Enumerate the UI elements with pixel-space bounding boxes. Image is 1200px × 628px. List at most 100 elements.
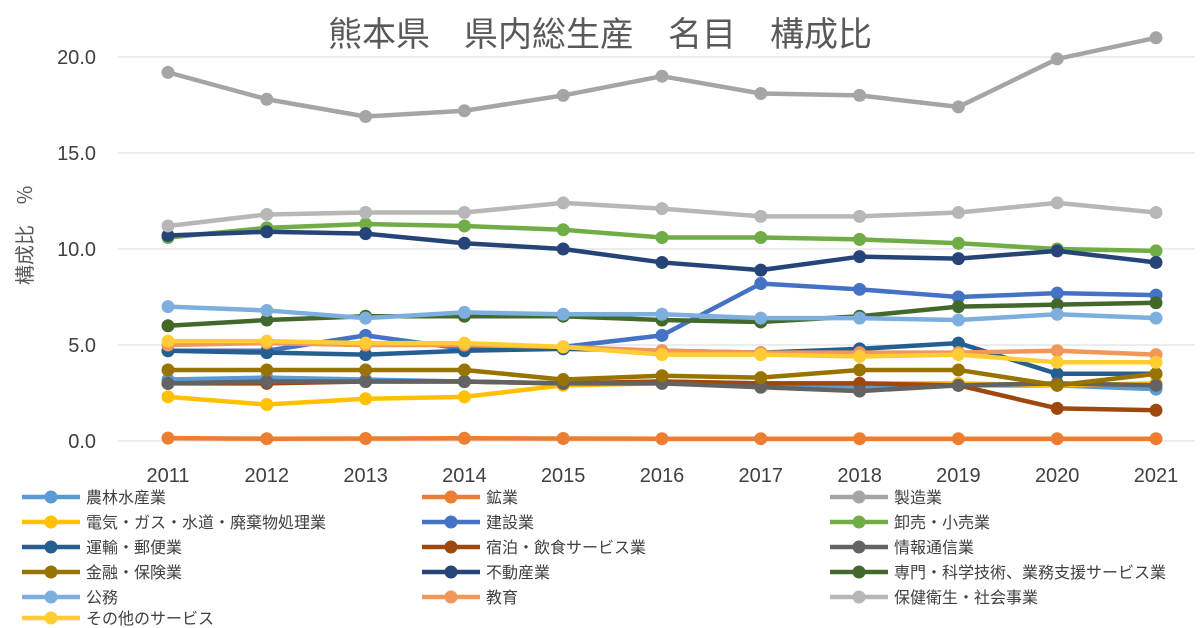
data-point — [655, 69, 669, 83]
legend-swatch-marker — [44, 490, 58, 504]
data-point — [1149, 311, 1163, 325]
legend-item: 農林水産業 — [22, 488, 166, 507]
data-point — [951, 363, 965, 377]
x-tick-label: 2018 — [837, 465, 882, 487]
data-point — [359, 374, 373, 388]
legend-item: 教育 — [422, 588, 518, 607]
x-tick-label: 2019 — [936, 465, 981, 487]
x-tick-label: 2017 — [739, 465, 784, 487]
data-point — [556, 242, 570, 256]
data-point — [951, 236, 965, 250]
data-point — [359, 206, 373, 220]
y-tick-label: 10.0 — [57, 239, 96, 261]
data-point — [161, 390, 175, 404]
data-point — [853, 88, 867, 102]
data-point — [853, 311, 867, 325]
legend-label: 教育 — [486, 588, 518, 607]
chart-title: 熊本県 県内総生産 名目 構成比 — [328, 15, 872, 55]
series-3 — [161, 31, 1163, 124]
legend-label: 卸売・小売業 — [894, 513, 990, 532]
data-point — [359, 336, 373, 350]
y-axis-label: 構成比 ％ — [13, 185, 37, 285]
legend-swatch-marker — [44, 611, 58, 625]
x-tick-label: 2012 — [245, 465, 290, 487]
data-point — [1149, 403, 1163, 417]
series-lines — [161, 31, 1163, 446]
legend-item: 卸売・小売業 — [830, 513, 990, 532]
data-point — [1050, 378, 1064, 392]
data-point — [1050, 244, 1064, 258]
data-point — [457, 431, 471, 445]
data-point — [853, 250, 867, 264]
legend-item: 宿泊・飲食サービス業 — [422, 538, 646, 557]
data-point — [655, 348, 669, 362]
data-point — [161, 300, 175, 314]
x-tick-label: 2014 — [442, 465, 487, 487]
data-point — [951, 206, 965, 220]
data-point — [754, 263, 768, 277]
data-point — [457, 363, 471, 377]
data-point — [161, 334, 175, 348]
data-point — [260, 225, 274, 239]
legend-item: 運輸・郵便業 — [22, 538, 182, 557]
data-point — [556, 88, 570, 102]
legend-swatch-marker — [852, 590, 866, 604]
legend-label: 製造業 — [894, 488, 942, 507]
x-tick-label: 2015 — [541, 465, 586, 487]
data-point — [1149, 255, 1163, 269]
data-point — [655, 328, 669, 342]
data-point — [951, 290, 965, 304]
data-point — [1149, 367, 1163, 381]
data-point — [260, 346, 274, 360]
x-tick-labels: 2011 2012 2013 2014 2015 2016 2017 2018 2019 2020… — [146, 465, 1178, 487]
series-13 — [161, 300, 1163, 327]
data-point — [951, 432, 965, 446]
data-point — [161, 229, 175, 243]
data-point — [260, 363, 274, 377]
legend-item: 金融・保険業 — [22, 563, 182, 582]
legend-label: 運輸・郵便業 — [86, 538, 182, 557]
data-point — [655, 255, 669, 269]
legend-swatch-marker — [444, 540, 458, 554]
data-point — [1149, 206, 1163, 220]
data-point — [754, 432, 768, 446]
data-point — [1149, 244, 1163, 258]
data-point — [359, 110, 373, 124]
data-point — [754, 311, 768, 325]
data-point — [655, 307, 669, 321]
y-tick-labels: 0.0 5.0 10.0 15.0 20.0 — [57, 47, 96, 453]
y-tick-label: 5.0 — [68, 335, 96, 357]
legend-swatch-marker — [44, 515, 58, 529]
data-point — [853, 350, 867, 364]
data-point — [853, 282, 867, 296]
legend-swatch-marker — [44, 590, 58, 604]
data-point — [260, 432, 274, 446]
legend-label: 情報通信業 — [894, 538, 974, 557]
data-point — [457, 236, 471, 250]
data-point — [457, 104, 471, 118]
data-point — [457, 219, 471, 233]
data-point — [853, 432, 867, 446]
x-tick-label: 2013 — [343, 465, 388, 487]
data-point — [754, 230, 768, 244]
data-point — [457, 390, 471, 404]
data-point — [655, 432, 669, 446]
legend-swatch-marker — [852, 540, 866, 554]
series-16 — [161, 334, 1163, 369]
y-tick-label: 15.0 — [57, 143, 96, 165]
data-point — [556, 340, 570, 354]
data-point — [1050, 196, 1064, 210]
data-point — [1149, 296, 1163, 310]
data-point — [359, 217, 373, 231]
data-point — [853, 232, 867, 246]
legend-item: 不動産業 — [422, 563, 550, 582]
data-point — [951, 252, 965, 266]
data-point — [359, 348, 373, 362]
series-2 — [161, 431, 1163, 446]
legend-item: 製造業 — [830, 488, 942, 507]
data-point — [260, 398, 274, 412]
legend-label: 建設業 — [486, 513, 534, 532]
data-point — [1050, 307, 1064, 321]
data-point — [1149, 378, 1163, 392]
